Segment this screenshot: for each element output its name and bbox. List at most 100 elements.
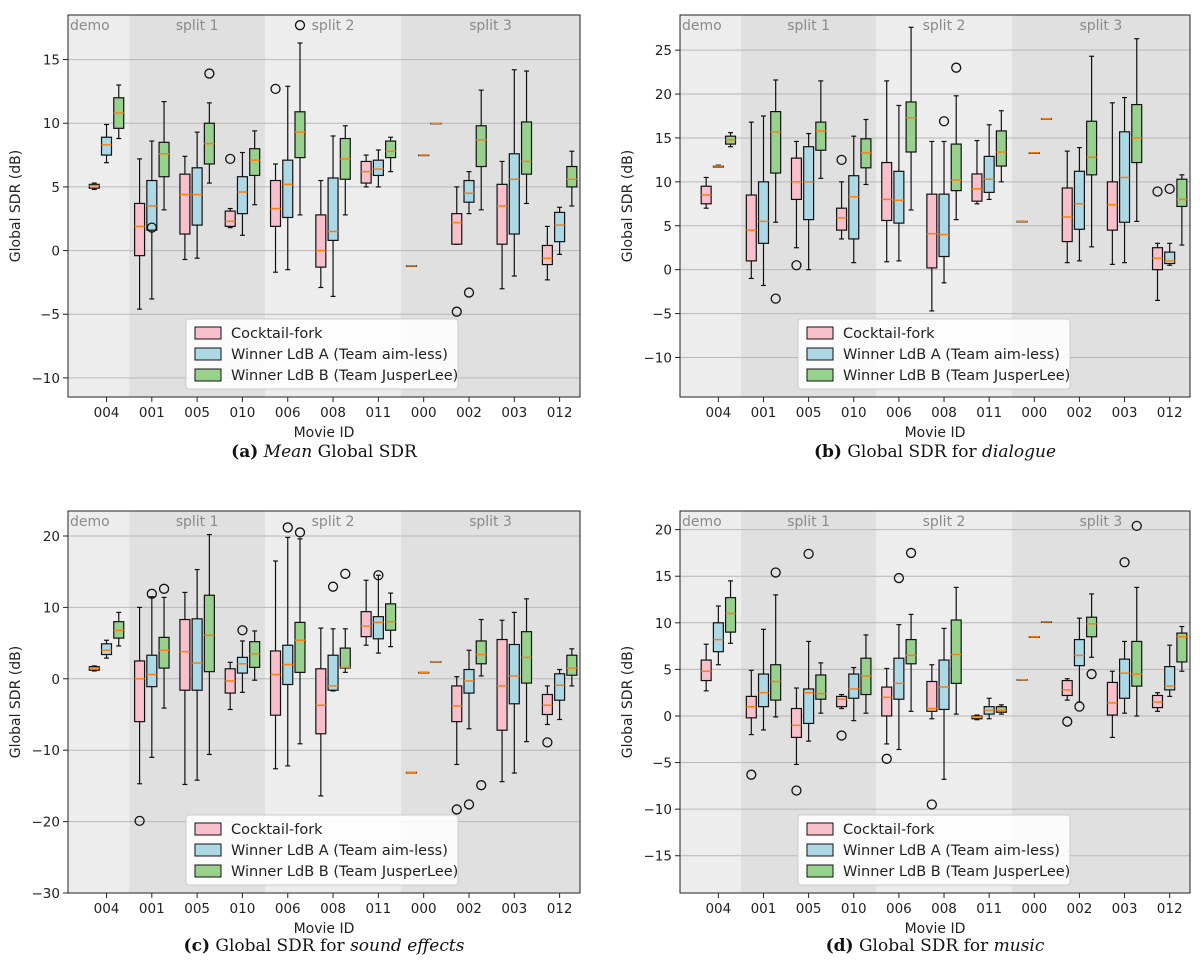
box xyxy=(385,603,397,631)
outlier-point xyxy=(270,83,281,95)
box xyxy=(803,688,815,725)
box xyxy=(339,647,351,669)
box xyxy=(191,167,203,226)
x-tick-label: 011 xyxy=(365,901,391,917)
plot-area xyxy=(700,26,1188,312)
box xyxy=(971,173,983,202)
caption-text: Global SDR xyxy=(312,442,418,462)
y-tick-label: 5 xyxy=(663,662,672,678)
axes-frame xyxy=(679,510,1191,894)
outlier-point xyxy=(1062,716,1073,727)
x-tick-label: 012 xyxy=(547,901,573,917)
x-tick-label: 008 xyxy=(931,901,957,917)
y-tick-label: 10 xyxy=(43,600,60,616)
box xyxy=(146,654,158,688)
region-label: split 3 xyxy=(1079,18,1122,34)
box xyxy=(327,177,339,241)
region-label: split 2 xyxy=(923,18,966,34)
outlier-point xyxy=(1164,183,1175,195)
box xyxy=(926,680,938,712)
outlier-point xyxy=(294,20,306,31)
outlier-point xyxy=(294,527,306,538)
box xyxy=(905,638,917,665)
box xyxy=(926,193,938,269)
y-axis-label: Global SDR (dB) xyxy=(8,646,24,758)
box xyxy=(1086,616,1098,638)
outlier-point xyxy=(881,753,892,764)
y-tick-label: 10 xyxy=(43,116,60,132)
box xyxy=(724,597,737,633)
box xyxy=(100,643,113,656)
y-tick-label: −30 xyxy=(32,886,61,902)
outlier-point xyxy=(451,804,462,815)
outlier-point xyxy=(791,260,802,271)
x-tick-label: 002 xyxy=(1067,901,1093,917)
x-tick-label: 000 xyxy=(1021,405,1047,421)
box xyxy=(451,213,463,245)
x-tick-label: 003 xyxy=(1112,405,1138,421)
outlier-point xyxy=(542,737,553,748)
figure-caption: (a) Mean Global SDR xyxy=(231,442,418,462)
region-label: split 1 xyxy=(787,18,830,34)
x-tick-label: 008 xyxy=(320,901,346,917)
box xyxy=(249,148,261,177)
chart-panel-1: demo split 1 split 2 split 3 −10 −5 0 5 10 15 004 0… xyxy=(8,14,581,462)
outlier-point xyxy=(204,68,215,79)
outlier-point xyxy=(905,547,917,559)
outlier-point xyxy=(463,287,475,298)
y-tick-label: 15 xyxy=(43,53,60,69)
box xyxy=(496,183,508,245)
legend-swatch xyxy=(806,843,834,857)
region-band xyxy=(68,511,130,893)
box xyxy=(790,157,803,201)
caption-label: (a) xyxy=(231,442,258,462)
box xyxy=(995,130,1007,167)
y-tick-label: −5 xyxy=(40,307,60,323)
legend-label: Winner LdB A (Team aim-less) xyxy=(231,843,448,859)
box xyxy=(815,674,827,700)
box xyxy=(496,638,508,731)
y-axis-label: Global SDR (dB) xyxy=(8,150,24,262)
outlier-point xyxy=(476,780,487,791)
x-tick-label: 012 xyxy=(547,405,573,421)
legend-label: Cocktail-fork xyxy=(231,822,323,838)
region-label: split 2 xyxy=(312,514,355,530)
figure-caption: (c) Global SDR for sound effects xyxy=(184,936,465,956)
outlier-point xyxy=(134,815,145,827)
box xyxy=(179,173,191,235)
box xyxy=(938,193,950,258)
legend-label: Winner LdB A (Team aim-less) xyxy=(843,347,1060,363)
x-tick-label: 002 xyxy=(456,405,482,421)
caption-text: Global SDR for xyxy=(854,936,994,956)
y-tick-label: −10 xyxy=(32,371,61,387)
region-band xyxy=(680,511,741,893)
box xyxy=(520,121,533,175)
outlier-point xyxy=(1074,701,1085,712)
caption-text: Global SDR for xyxy=(842,442,982,462)
region-label: demo xyxy=(70,514,110,530)
box xyxy=(1106,181,1118,231)
region-label: split 1 xyxy=(176,18,219,34)
box xyxy=(236,656,249,674)
outlier-point xyxy=(158,583,170,594)
y-tick-label: −15 xyxy=(644,849,673,865)
legend-box xyxy=(185,318,459,390)
x-tick-label: 001 xyxy=(751,901,777,917)
box xyxy=(385,140,397,159)
y-tick-label: 20 xyxy=(43,529,60,545)
y-tick-label: 20 xyxy=(655,523,672,539)
caption-label: (d) xyxy=(826,936,854,956)
legend-swatch xyxy=(806,822,834,836)
x-tick-label: 005 xyxy=(796,901,822,917)
outlier-point xyxy=(225,153,236,165)
box xyxy=(1176,178,1188,208)
box xyxy=(179,618,191,691)
box xyxy=(803,146,815,221)
outlier-point xyxy=(770,293,781,304)
box xyxy=(372,616,384,640)
box xyxy=(100,136,113,156)
legend-label: Cocktail-fork xyxy=(843,326,935,342)
box xyxy=(995,706,1007,713)
outlier-point xyxy=(938,116,950,127)
outlier-point xyxy=(803,548,814,560)
